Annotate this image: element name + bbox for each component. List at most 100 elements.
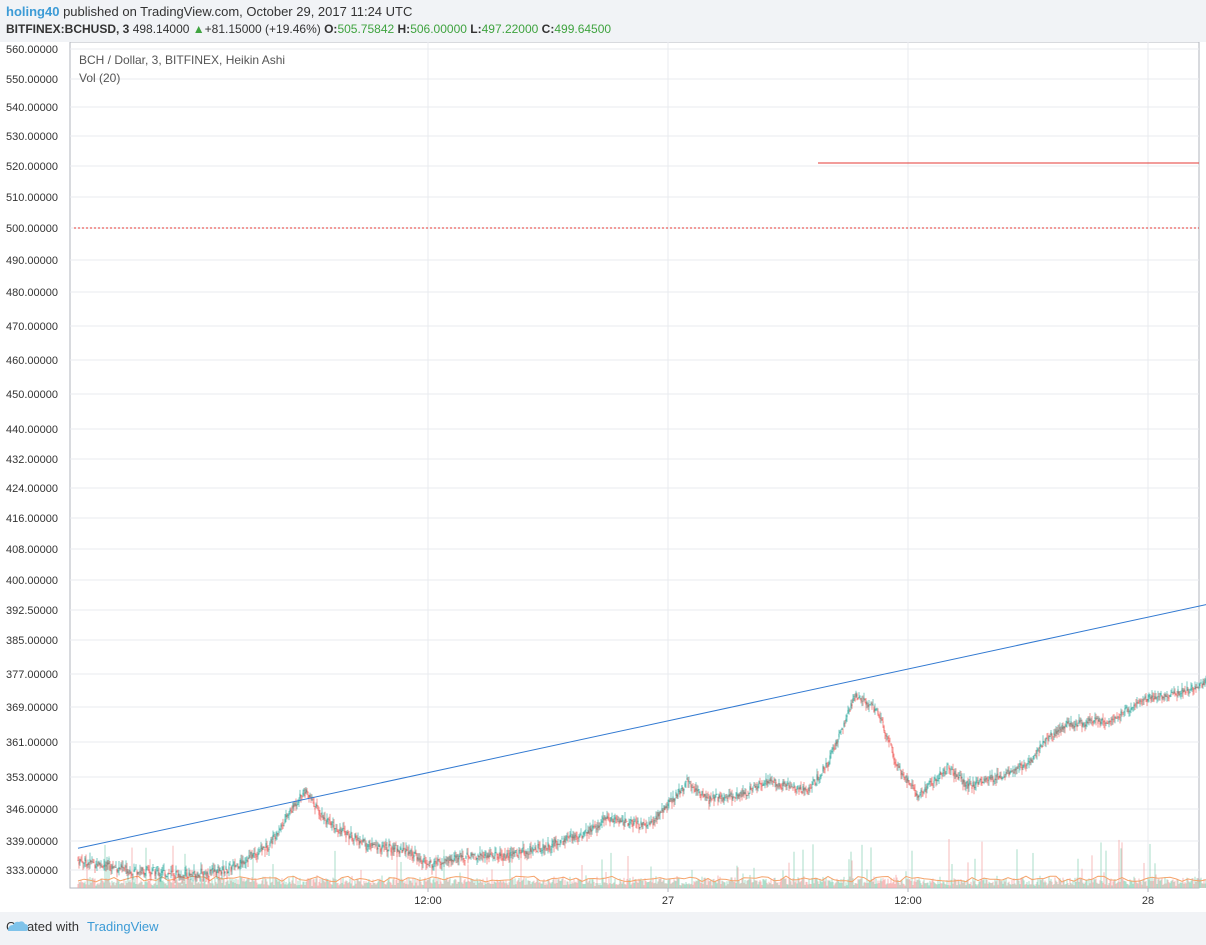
volume-bar [1066,879,1068,888]
candle-body [436,862,438,864]
volume-bar [925,883,927,888]
candle-body [401,849,403,854]
candle-body [911,784,913,786]
candle-body [1140,700,1142,702]
volume-bar [831,878,833,888]
candle-body [1126,706,1128,708]
volume-bar [1122,879,1124,888]
candle-body [435,861,437,863]
y-tick-label: 490.00000 [6,255,58,267]
volume-bar [131,847,133,888]
volume-bar [751,882,753,888]
volume-bar [833,885,835,888]
candle-body [256,855,258,857]
candle-body [686,778,688,780]
volume-bar [443,849,445,888]
volume-bar [291,880,293,888]
candle-body [541,849,543,851]
volume-bar [340,877,342,888]
volume-bar [660,877,662,888]
volume-bar [195,880,197,888]
volume-bar [261,880,263,888]
volume-bar [355,883,357,888]
candle-body [1183,689,1185,692]
volume-bar [349,878,351,888]
volume-bar [622,881,624,888]
author-link[interactable]: holing40 [6,4,60,19]
candle-body [196,876,198,879]
candle-body [1136,702,1138,704]
candle-body [484,853,486,856]
candle-body [120,864,122,868]
candle-body [223,869,225,874]
volume-bar [153,883,155,888]
candle-body [658,813,660,817]
volume-bar [504,883,506,888]
candle-body [258,853,260,854]
candle-body [376,846,378,850]
volume-bar [467,864,469,888]
volume-bar [505,880,507,888]
candle-body [818,779,820,780]
volume-bar [200,877,202,888]
volume-bar [403,883,405,888]
candle-body [868,705,870,707]
candle-body [104,863,106,865]
candle-body [1176,695,1178,697]
volume-bar [387,880,389,888]
candle-body [957,776,959,780]
candle-body [587,829,589,834]
volume-bar [719,876,721,888]
volume-bar [1101,881,1103,888]
candle-body [631,820,633,822]
candle-body [910,785,912,787]
volume-bar [801,877,803,888]
volume-bar [735,882,737,888]
candle-body [452,859,454,862]
volume-bar [320,883,322,888]
candle-body [952,769,954,771]
volume-bar [1141,884,1143,888]
candle-body [634,820,636,822]
candle-body [732,796,734,799]
volume-bar [535,881,537,888]
candle-body [122,867,124,868]
price-chart[interactable]: 560.00000550.00000540.00000530.00000520.… [0,42,1206,912]
candle-body [775,782,777,787]
volume-bar [605,872,607,888]
volume-bar [662,880,664,888]
volume-bar [202,883,204,888]
volume-bar [611,884,613,888]
volume-bar [1187,878,1189,888]
volume-bar [668,878,670,888]
volume-bar [90,882,92,888]
chart-area[interactable]: 560.00000 550.00000 540.00000 530.00000 520.… [0,42,1206,912]
volume-bar [625,884,627,888]
volume-bar [907,878,909,888]
volume-bar [867,883,869,888]
volume-bar [607,884,609,888]
volume-bar [196,883,198,888]
candle-body [460,854,462,859]
volume-bar [130,882,132,888]
candle-body [238,867,240,869]
volume-bar [878,883,880,888]
volume-bar [1171,880,1173,888]
candle-body [1154,696,1156,699]
candle-body [603,818,605,821]
volume-bar [231,878,233,888]
volume-bar [1032,852,1034,888]
candle-body [721,795,723,798]
volume-bar [176,879,178,888]
candle-body [661,808,663,811]
candle-body [342,827,344,829]
candle-body [890,743,892,745]
volume-bar [534,883,536,888]
volume-bar [488,882,490,888]
candle-body [649,823,651,826]
volume-bar [832,881,834,888]
candle-body [1201,684,1203,688]
candle-body [540,851,542,853]
volume-bar [1106,878,1108,888]
volume-ma-line [77,875,1206,883]
